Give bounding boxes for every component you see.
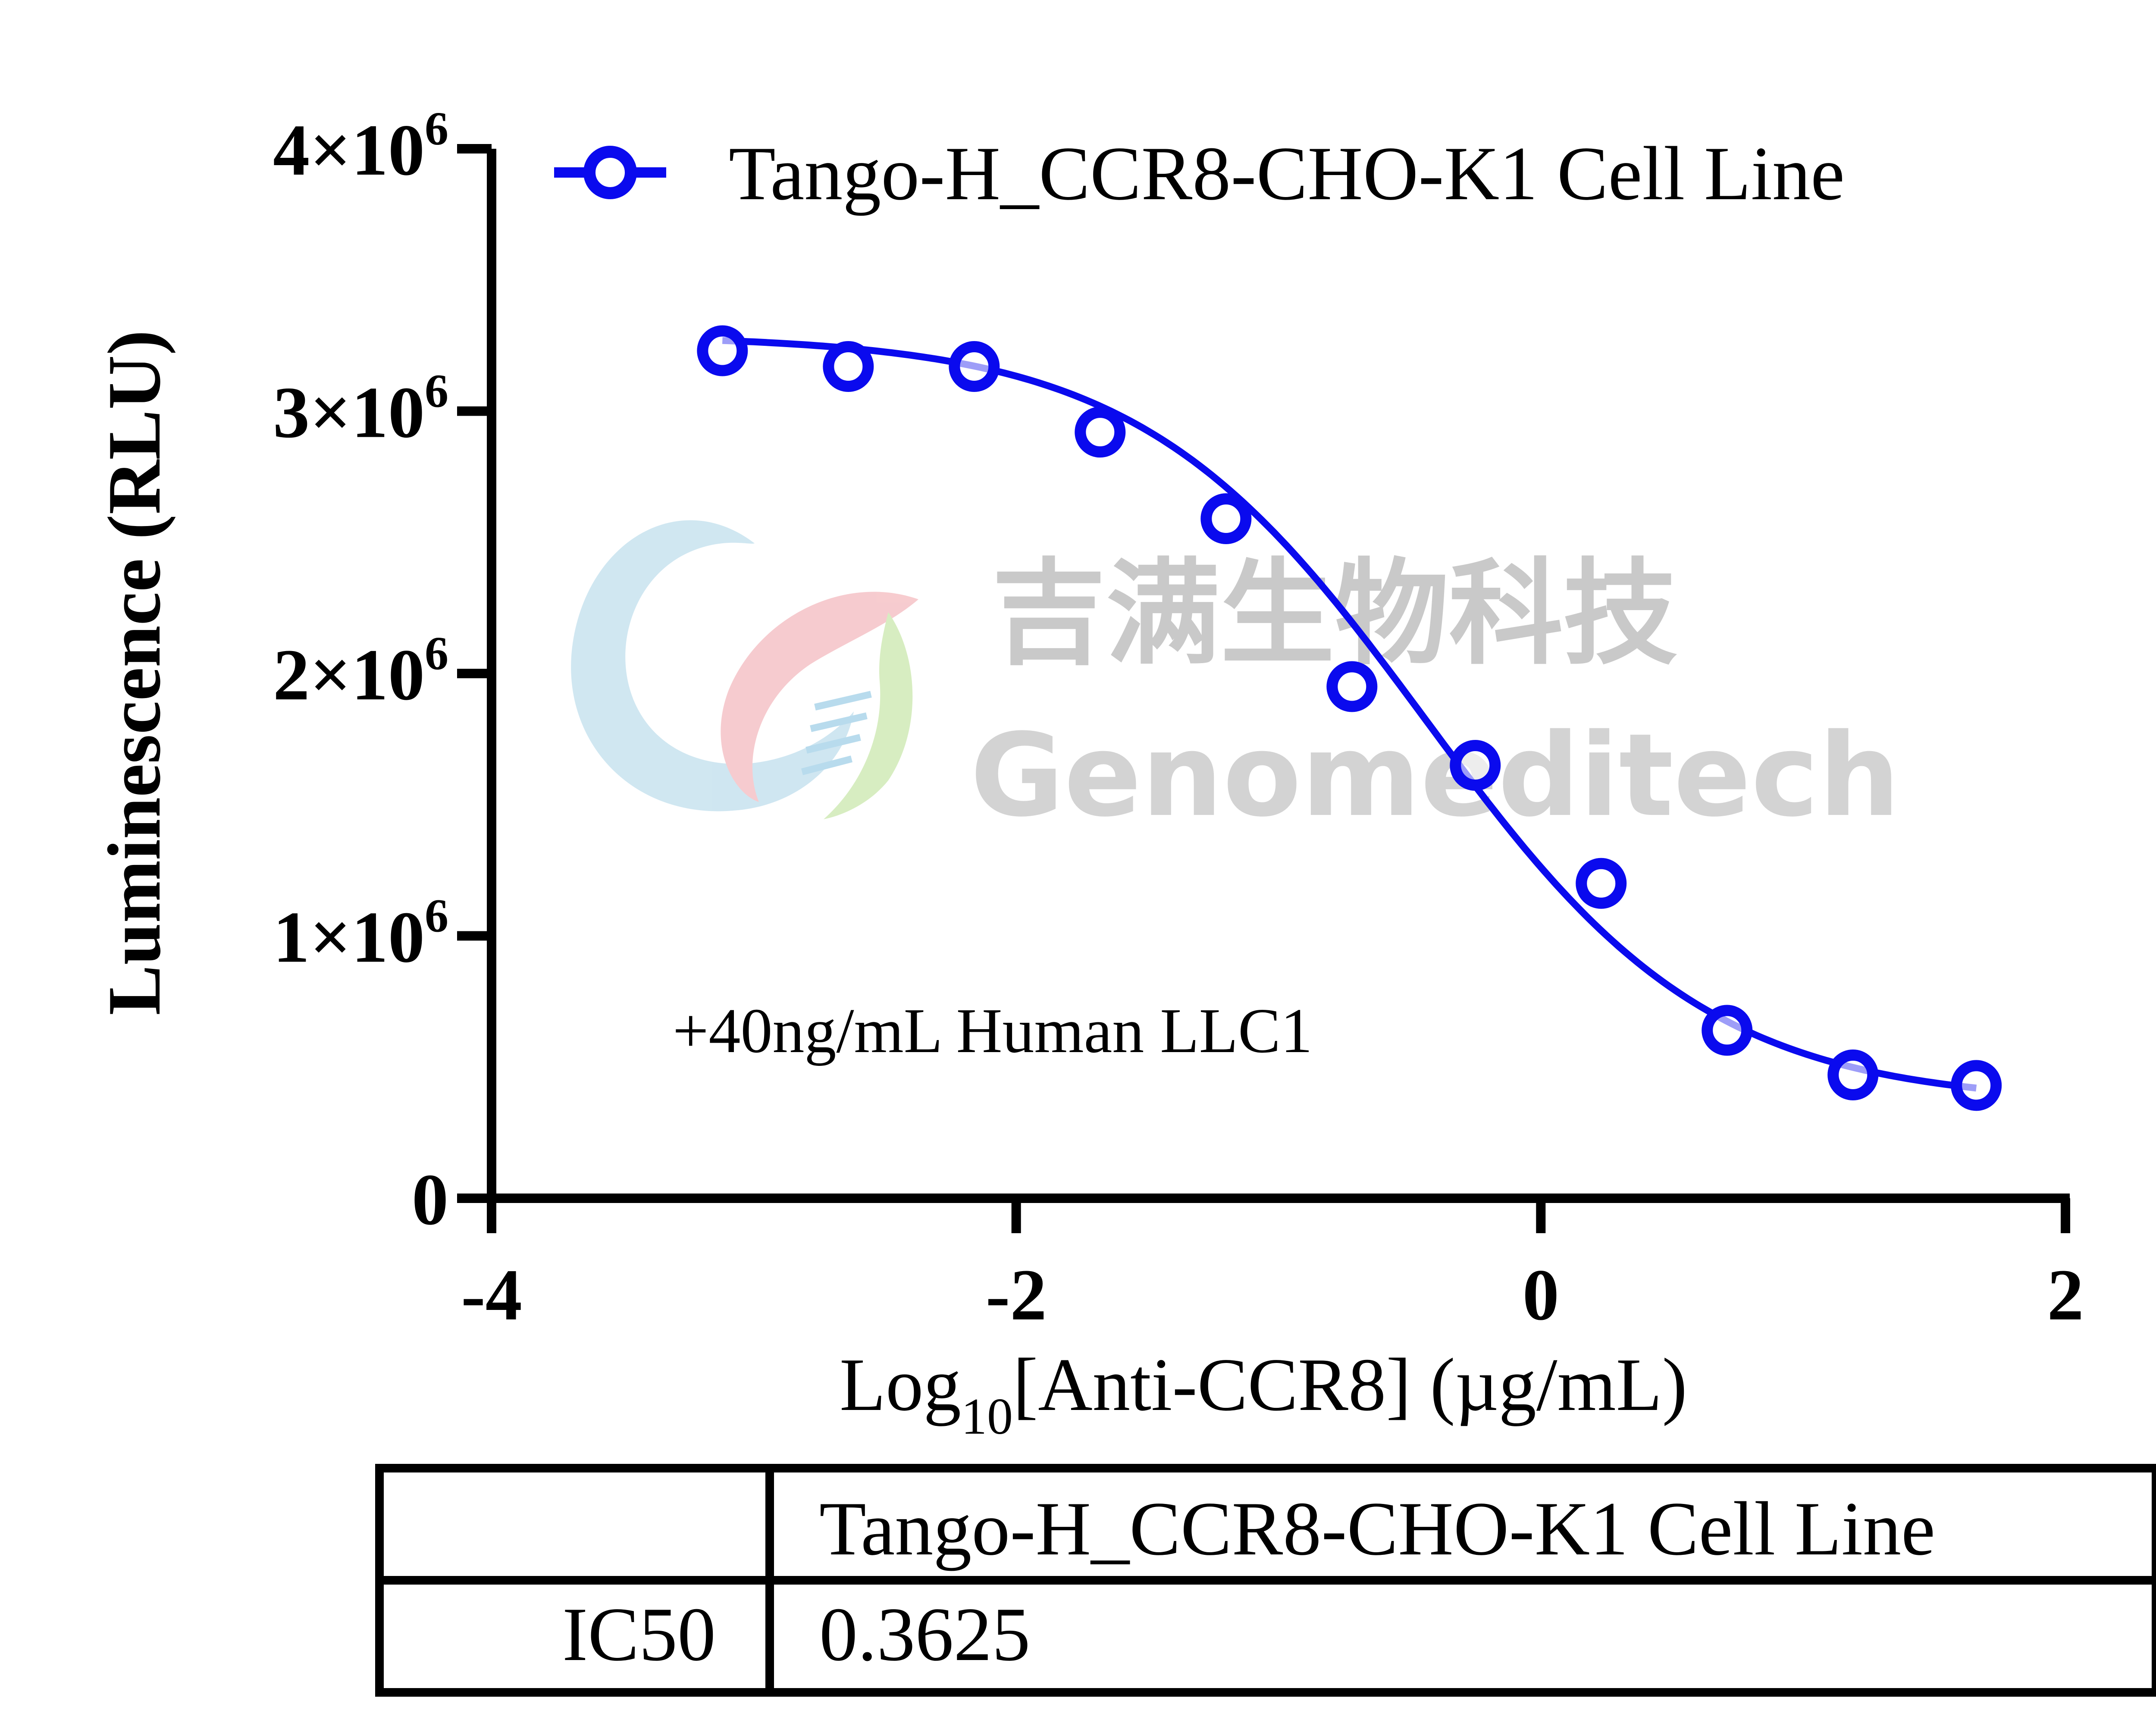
y-tick-label: 4×106 bbox=[273, 102, 448, 191]
data-point bbox=[1075, 407, 1126, 458]
data-point bbox=[697, 325, 748, 376]
x-axis-title-subscript: 10 bbox=[961, 1388, 1013, 1445]
watermark-chinese: 吉满生物科技 bbox=[992, 548, 1677, 680]
data-point bbox=[1200, 493, 1252, 544]
legend: Tango-H_CCR8-CHO-K1 Cell Line bbox=[554, 131, 1845, 216]
y-tick-label: 3×106 bbox=[273, 365, 448, 453]
data-point bbox=[1827, 1049, 1879, 1101]
y-ticks: 0 1×106 2×106 3×106 4×106 bbox=[273, 102, 492, 1240]
data-point bbox=[1951, 1060, 2002, 1111]
x-tick-label: -2 bbox=[986, 1254, 1047, 1335]
x-ticks: -4 -2 0 2 bbox=[461, 1198, 2084, 1335]
data-point bbox=[1450, 739, 1501, 791]
table-header-series: Tango-H_CCR8-CHO-K1 Cell Line bbox=[819, 1486, 1935, 1571]
y-tick-label: 1×106 bbox=[273, 890, 448, 978]
legend-marker bbox=[583, 146, 637, 199]
y-axis-title: Luminescence (RLU) bbox=[92, 330, 176, 1015]
annotation: +40ng/mL Human LLC1 bbox=[673, 996, 1313, 1066]
table-row-label: IC50 bbox=[562, 1591, 716, 1677]
data-point bbox=[949, 341, 1000, 392]
x-tick-label: -4 bbox=[461, 1254, 522, 1335]
x-axis-title-main: Log bbox=[840, 1343, 961, 1426]
ic50-table: Tango-H_CCR8-CHO-K1 Cell Line IC50 0.362… bbox=[375, 1464, 2156, 1697]
fit-curve bbox=[722, 337, 1977, 1092]
x-tick-label: 0 bbox=[1523, 1254, 1559, 1335]
data-point bbox=[1326, 661, 1378, 712]
watermark-logo bbox=[571, 520, 918, 819]
table-row-value: 0.3625 bbox=[819, 1591, 1031, 1677]
x-axis-title-rest: [Anti-CCR8] (µg/mL) bbox=[1013, 1343, 1687, 1426]
data-point bbox=[1702, 1005, 1753, 1056]
y-tick-label: 0 bbox=[412, 1159, 448, 1240]
x-axis-title: Log10[Anti-CCR8] (µg/mL) bbox=[840, 1343, 1687, 1445]
plot-area bbox=[697, 325, 2002, 1111]
y-tick-label: 2×106 bbox=[273, 627, 448, 715]
data-point bbox=[823, 341, 874, 392]
data-point bbox=[1576, 858, 1627, 909]
x-tick-label: 2 bbox=[2047, 1254, 2084, 1335]
legend-label: Tango-H_CCR8-CHO-K1 Cell Line bbox=[729, 131, 1845, 216]
